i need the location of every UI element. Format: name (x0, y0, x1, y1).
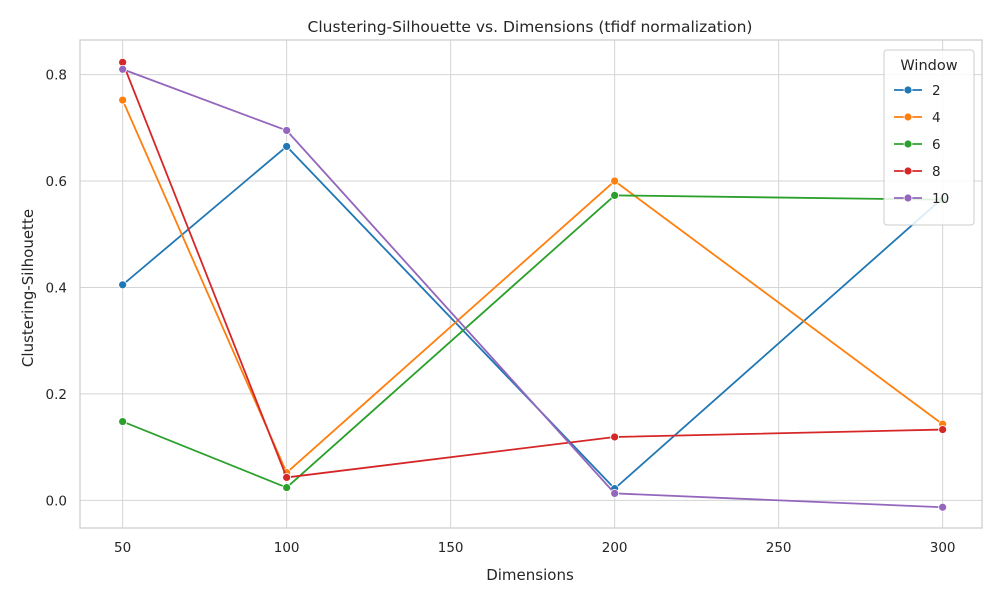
y-tick-label: 0.4 (46, 280, 67, 296)
y-tick-label: 0.0 (46, 493, 67, 509)
series-4 (118, 95, 948, 478)
x-tick-label: 150 (438, 540, 464, 556)
series-line (122, 145, 944, 490)
legend-label: 4 (932, 110, 941, 126)
x-axis-label: Dimensions (486, 566, 574, 584)
x-tick-label: 100 (274, 540, 300, 556)
chart-title: Clustering-Silhouette vs. Dimensions (tf… (308, 18, 753, 36)
x-tick-label: 250 (766, 540, 792, 556)
data-point (610, 432, 620, 442)
data-point (282, 126, 292, 135)
data-point (610, 489, 620, 498)
series-line (122, 194, 943, 489)
series-8 (118, 57, 948, 482)
series-line (121, 62, 943, 479)
data-point (610, 190, 620, 200)
x-tick-label: 300 (930, 540, 956, 556)
x-tick-label: 50 (114, 540, 131, 556)
legend-item: 2 (894, 83, 941, 99)
series-6 (118, 190, 948, 492)
plot-frame (79, 39, 983, 529)
legend-title: Window (900, 58, 957, 74)
data-point (938, 502, 948, 512)
axis-ticks: 50 100 150 200 250 300 0.0 0.2 0.4 0.6 0.8 (46, 68, 956, 556)
series-10 (118, 64, 948, 512)
legend-label: 6 (932, 137, 941, 153)
legend-items: 2 4 6 8 10 (894, 83, 949, 207)
legend-item: 8 (894, 164, 941, 180)
data-point (282, 483, 292, 492)
data-point (118, 280, 128, 290)
legend-swatch-marker (903, 85, 913, 95)
legend-item: 4 (894, 110, 941, 126)
series-line (122, 68, 943, 509)
legend-label: 2 (932, 83, 941, 99)
data-point (118, 95, 128, 105)
data-point (282, 142, 292, 151)
legend-swatch-marker (903, 112, 913, 122)
legend-swatch-marker (903, 139, 913, 149)
y-axis-label: Clustering-Silhouette (19, 209, 37, 367)
series-line (121, 99, 944, 474)
series-2 (118, 142, 948, 494)
legend-item: 10 (894, 191, 949, 207)
y-tick-label: 0.2 (46, 387, 67, 403)
y-tick-label: 0.6 (46, 174, 67, 190)
data-point (118, 417, 128, 426)
data-point (610, 176, 620, 186)
data-point (938, 425, 948, 434)
x-tick-label: 200 (602, 540, 628, 556)
legend-label: 10 (932, 191, 949, 207)
data-point (118, 64, 128, 74)
legend: Window 2 4 6 8 10 (883, 49, 975, 226)
series-lines (118, 57, 948, 512)
legend-item: 6 (894, 137, 941, 153)
legend-label: 8 (932, 164, 941, 180)
legend-swatch-marker (903, 166, 913, 176)
legend-swatch-marker (903, 193, 913, 203)
y-tick-label: 0.8 (46, 68, 67, 84)
data-point (282, 473, 292, 482)
